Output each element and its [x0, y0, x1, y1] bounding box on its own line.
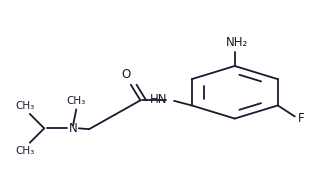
- Text: HN: HN: [150, 93, 168, 106]
- Text: CH₃: CH₃: [15, 101, 34, 111]
- Text: CH₃: CH₃: [15, 146, 34, 156]
- Text: F: F: [298, 112, 305, 125]
- Text: NH₂: NH₂: [226, 36, 249, 49]
- Text: O: O: [121, 68, 130, 81]
- Text: CH₃: CH₃: [67, 96, 86, 106]
- Text: N: N: [69, 122, 78, 135]
